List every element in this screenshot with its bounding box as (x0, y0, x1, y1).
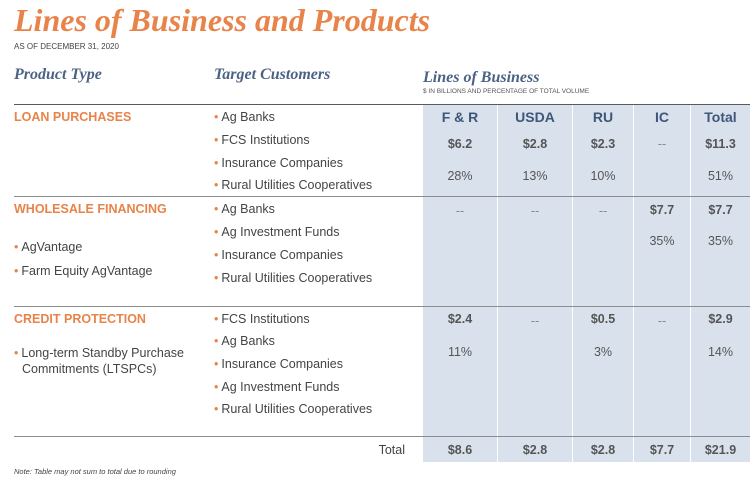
page-title: Lines of Business and Products (14, 2, 431, 38)
product-item-continued: Commitments (LTSPCs) (22, 362, 157, 376)
section-title-loan-purchases: LOAN PURCHASES (14, 110, 132, 124)
amount-cell: -- (455, 204, 465, 218)
amount-cell: $2.8 (522, 137, 548, 151)
section-title-credit-protection: CREDIT PROTECTION (14, 312, 146, 326)
as-of-date: AS OF DECEMBER 31, 2020 (14, 42, 119, 51)
customer-item: • Ag Investment Funds (214, 380, 340, 394)
target-customers-header: Target Customers (214, 66, 331, 83)
column-header-ic: IC (655, 109, 669, 125)
total-label: Total (378, 443, 405, 457)
percent-cell: 10% (590, 169, 616, 183)
lines-of-business-shading (423, 104, 750, 462)
amount-cell: $11.3 (705, 137, 736, 151)
amount-cell: -- (530, 314, 540, 328)
customer-item: • Rural Utilities Cooperatives (214, 402, 373, 416)
divider-total (14, 436, 750, 437)
amount-cell: $2.9 (708, 312, 733, 326)
customer-item: • Rural Utilities Cooperatives (214, 271, 373, 285)
percent-cell: 35% (649, 234, 675, 248)
total-cell: $7.7 (649, 443, 675, 457)
divider-top (14, 104, 750, 105)
customer-item: • Insurance Companies (214, 357, 343, 371)
column-header-fr: F & R (441, 109, 479, 125)
column-divider (497, 104, 498, 462)
customer-item: • Insurance Companies (214, 248, 343, 262)
customer-item: • Ag Investment Funds (214, 225, 340, 239)
amount-cell: $0.5 (590, 312, 616, 326)
product-type-header: Product Type (14, 66, 102, 83)
customer-item: • Insurance Companies (214, 156, 343, 170)
amount-cell: -- (598, 204, 608, 218)
amount-cell: $2.3 (590, 137, 616, 151)
amount-cell: $6.2 (447, 137, 473, 151)
section-title-wholesale-financing: WHOLESALE FINANCING (14, 202, 167, 216)
lines-of-business-subtitle: $ IN BILLIONS AND PERCENTAGE OF TOTAL VO… (423, 88, 590, 95)
percent-cell: 11% (447, 345, 473, 359)
product-item: • Farm Equity AgVantage (14, 264, 153, 278)
footnote: Note: Table may not sum to total due to … (14, 467, 176, 476)
customer-item: • Ag Banks (214, 110, 275, 124)
total-cell: $2.8 (522, 443, 548, 457)
column-divider (572, 104, 573, 462)
column-header-usda: USDA (515, 109, 555, 125)
column-divider (633, 104, 634, 462)
customer-item: • Ag Banks (214, 334, 275, 348)
percent-cell: 28% (447, 169, 473, 183)
customer-item: • FCS Institutions (214, 133, 310, 147)
customer-item: • FCS Institutions (214, 312, 310, 326)
total-cell: $8.6 (447, 443, 473, 457)
total-cell: $21.9 (704, 443, 737, 457)
customer-item: • Ag Banks (214, 202, 275, 216)
column-header-total: Total (704, 109, 737, 125)
percent-cell: 13% (522, 169, 548, 183)
product-item: • AgVantage (14, 240, 83, 254)
percent-cell: 35% (707, 234, 734, 248)
percent-cell: 14% (707, 345, 734, 359)
divider-section (14, 196, 750, 197)
customer-item: • Rural Utilities Cooperatives (214, 178, 373, 192)
product-item: • Long-term Standby Purchase (14, 346, 184, 360)
amount-cell: $2.4 (447, 312, 473, 326)
lines-of-business-header: Lines of Business (423, 69, 540, 86)
percent-cell: 51% (707, 169, 734, 183)
column-header-ru: RU (592, 109, 614, 125)
total-cell: $2.8 (590, 443, 616, 457)
amount-cell: -- (657, 314, 667, 328)
percent-cell: 3% (593, 345, 613, 359)
amount-cell: -- (530, 204, 540, 218)
amount-cell: -- (657, 137, 667, 151)
column-divider (690, 104, 691, 462)
amount-cell: $7.7 (649, 203, 675, 217)
amount-cell: $7.7 (708, 203, 733, 217)
divider-section (14, 306, 750, 307)
